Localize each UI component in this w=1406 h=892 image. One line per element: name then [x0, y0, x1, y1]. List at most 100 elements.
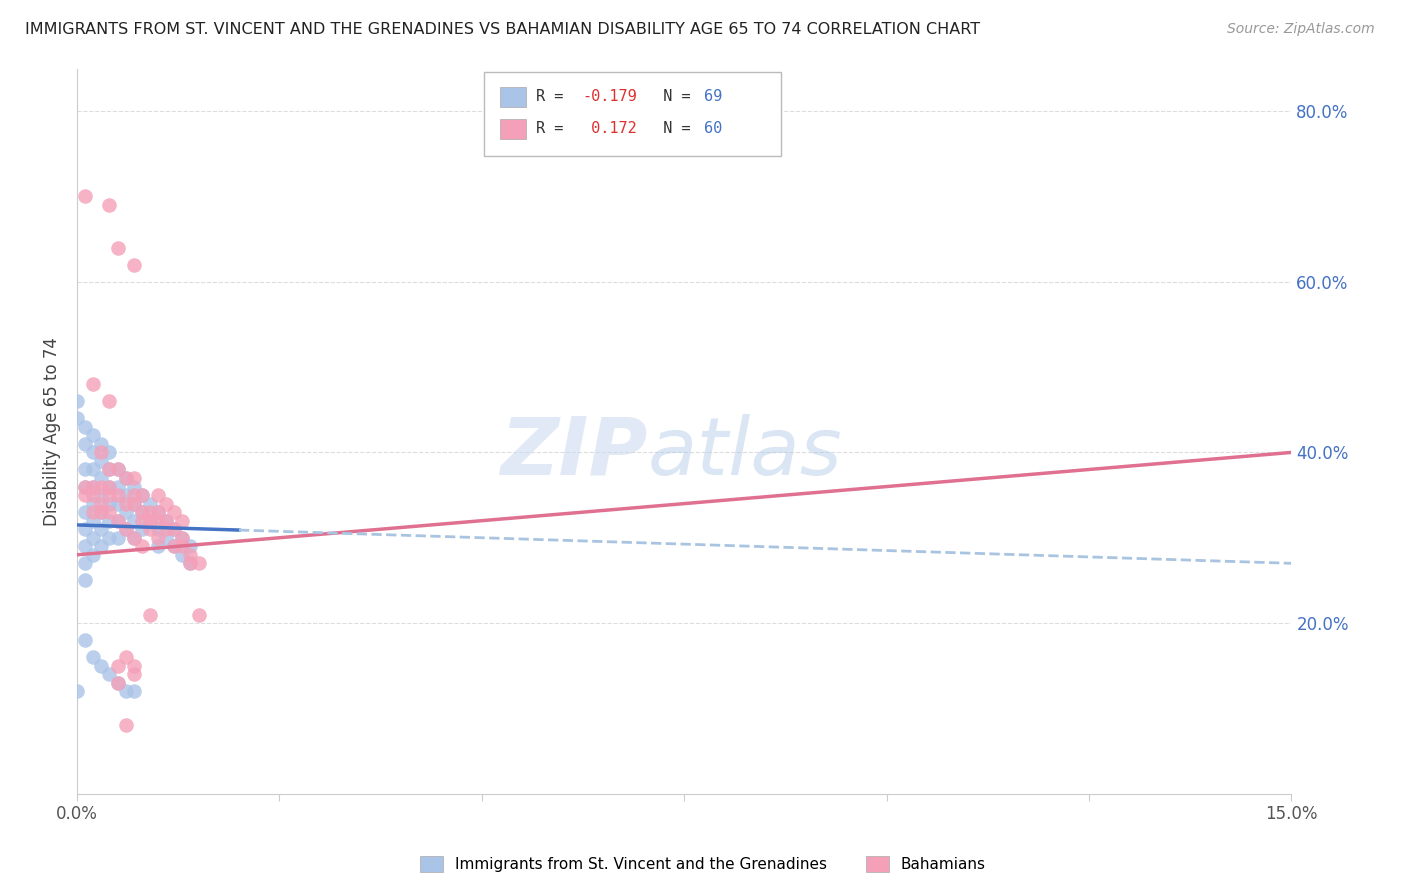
Point: [107, 514, 129, 528]
Point: [98, 531, 121, 545]
Point: [146, 488, 169, 502]
Point: [146, 505, 169, 519]
Text: 60: 60: [704, 121, 721, 136]
Point: [98, 488, 121, 502]
Point: [82, 548, 104, 562]
Point: [107, 675, 129, 690]
Point: [131, 488, 153, 502]
Point: [122, 488, 145, 502]
Point: [122, 684, 145, 698]
Point: [146, 505, 169, 519]
Point: [75, 557, 97, 571]
Point: [90, 445, 112, 459]
Point: [155, 514, 177, 528]
Point: [114, 650, 136, 665]
Point: [131, 505, 153, 519]
Point: [122, 514, 145, 528]
Point: [75, 420, 97, 434]
Point: [122, 471, 145, 485]
Point: [114, 522, 136, 536]
Text: N =: N =: [645, 89, 700, 104]
Point: [131, 514, 153, 528]
Point: [179, 539, 201, 553]
Point: [98, 667, 121, 681]
Point: [90, 539, 112, 553]
Text: R =: R =: [536, 121, 572, 136]
Text: atlas: atlas: [648, 414, 842, 491]
Point: [107, 514, 129, 528]
Point: [98, 505, 121, 519]
Point: [163, 522, 186, 536]
Point: [172, 531, 194, 545]
Point: [139, 505, 162, 519]
Point: [122, 497, 145, 511]
Point: [82, 428, 104, 442]
Point: [114, 471, 136, 485]
Point: [114, 505, 136, 519]
Point: [82, 497, 104, 511]
Point: [90, 471, 112, 485]
Text: 69: 69: [704, 89, 721, 104]
Point: [98, 462, 121, 476]
Point: [146, 522, 169, 536]
Point: [163, 505, 186, 519]
Point: [146, 514, 169, 528]
Point: [75, 505, 97, 519]
Point: [155, 497, 177, 511]
Point: [114, 718, 136, 732]
Point: [172, 531, 194, 545]
FancyBboxPatch shape: [484, 72, 782, 155]
Point: [114, 497, 136, 511]
Point: [90, 497, 112, 511]
Point: [179, 557, 201, 571]
Point: [82, 650, 104, 665]
Point: [146, 539, 169, 553]
Point: [90, 522, 112, 536]
Point: [75, 189, 97, 203]
Point: [114, 488, 136, 502]
Point: [90, 505, 112, 519]
Point: [82, 514, 104, 528]
Point: [163, 539, 186, 553]
Point: [172, 548, 194, 562]
Point: [107, 462, 129, 476]
Point: [107, 488, 129, 502]
Point: [98, 514, 121, 528]
Point: [90, 479, 112, 493]
Point: [122, 667, 145, 681]
Point: [82, 445, 104, 459]
Point: [107, 479, 129, 493]
Point: [131, 522, 153, 536]
Point: [122, 531, 145, 545]
Point: [163, 539, 186, 553]
Point: [107, 241, 129, 255]
Point: [90, 437, 112, 451]
Point: [107, 675, 129, 690]
Point: [122, 258, 145, 272]
Point: [163, 522, 186, 536]
Point: [66, 684, 89, 698]
Point: [179, 548, 201, 562]
Legend: Immigrants from St. Vincent and the Grenadines, Bahamians: Immigrants from St. Vincent and the Gren…: [412, 848, 994, 880]
Point: [131, 488, 153, 502]
Point: [98, 198, 121, 212]
Point: [98, 497, 121, 511]
Text: IMMIGRANTS FROM ST. VINCENT AND THE GRENADINES VS BAHAMIAN DISABILITY AGE 65 TO : IMMIGRANTS FROM ST. VINCENT AND THE GREN…: [25, 22, 980, 37]
Point: [82, 377, 104, 392]
Point: [82, 479, 104, 493]
Bar: [499, 87, 526, 107]
Point: [75, 462, 97, 476]
Y-axis label: Disability Age 65 to 74: Disability Age 65 to 74: [44, 336, 60, 525]
Point: [75, 633, 97, 648]
Point: [114, 471, 136, 485]
Point: [98, 445, 121, 459]
Point: [139, 522, 162, 536]
Point: [122, 531, 145, 545]
Bar: [499, 119, 526, 139]
Point: [90, 488, 112, 502]
Point: [187, 607, 209, 622]
Point: [98, 394, 121, 409]
Text: ZIP: ZIP: [501, 414, 648, 491]
Point: [131, 539, 153, 553]
Point: [75, 488, 97, 502]
